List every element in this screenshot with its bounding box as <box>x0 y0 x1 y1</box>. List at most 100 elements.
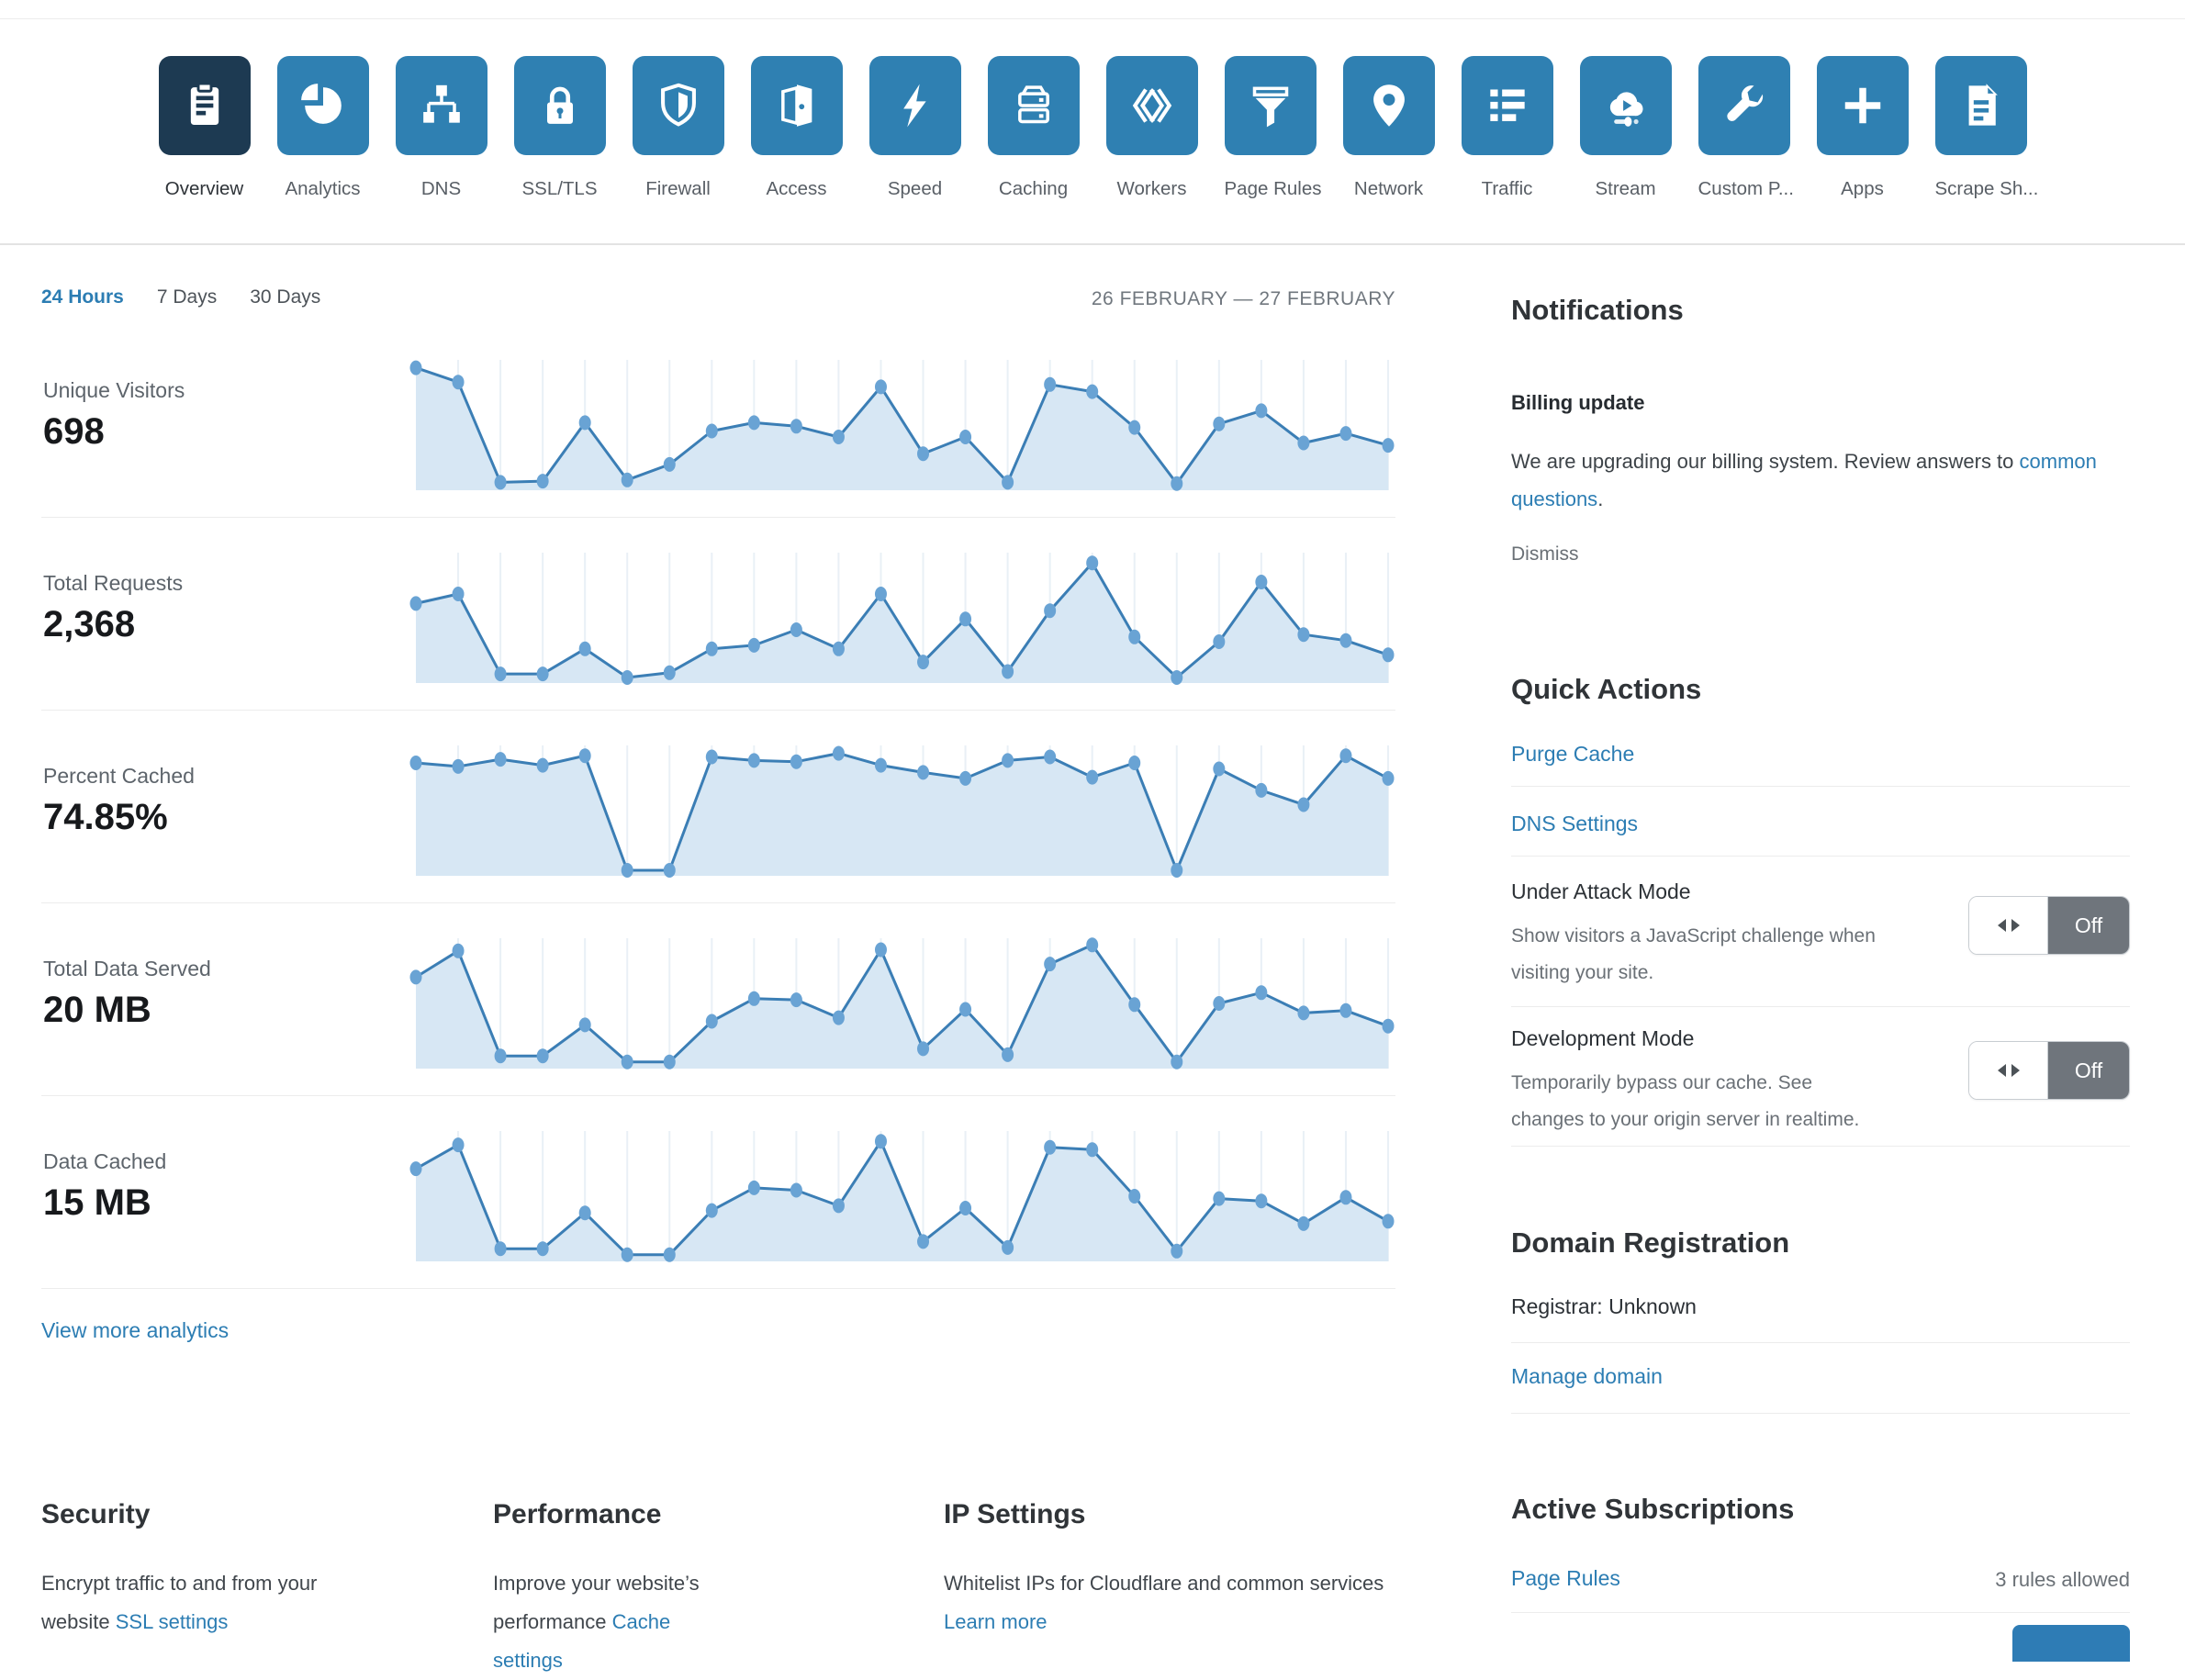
nav-item-label: DNS <box>420 178 462 199</box>
nav-item-overview[interactable]: Overview <box>158 56 251 200</box>
row-divider <box>41 1288 1395 1289</box>
metric-label: Data Cached <box>43 1149 167 1173</box>
lightning-icon <box>868 56 961 155</box>
metric-row-unique-visitors: Unique Visitors 698 <box>41 360 1395 553</box>
metric-value: 698 <box>43 411 105 452</box>
nav-item-access[interactable]: Access <box>750 56 843 200</box>
toggle-state-label: Off <box>2048 1042 2129 1099</box>
row-divider <box>41 1095 1395 1096</box>
nav-item-ssl-tls[interactable]: SSL/TLS <box>513 56 606 200</box>
metric-row-total-data-served: Total Data Served 20 MB <box>41 937 1395 1131</box>
shield-icon <box>632 56 724 155</box>
metric-label: Total Data Served <box>43 957 211 980</box>
arrow-left-icon <box>1997 919 2006 932</box>
time-filters: 24 Hours 7 Days 30 Days <box>41 286 320 308</box>
rules-allowed-label: 3 rules allowed <box>1995 1568 2130 1591</box>
under-attack-mode-toggle[interactable]: Off <box>1968 896 2130 955</box>
domain-registration-heading: Domain Registration <box>1511 1226 1790 1259</box>
nav-item-label: Caching <box>998 178 1069 199</box>
plus-icon <box>1816 56 1909 155</box>
nav-item-apps[interactable]: Apps <box>1816 56 1909 200</box>
nav-item-network[interactable]: Network <box>1342 56 1435 200</box>
dns-settings-link[interactable]: DNS Settings <box>1511 812 1639 835</box>
door-icon <box>750 56 843 155</box>
unique-visitors-chart <box>409 360 1395 491</box>
metric-label: Total Requests <box>43 571 184 595</box>
nav-item-page-rules[interactable]: Page Rules <box>1224 56 1322 200</box>
toggle-knob[interactable] <box>1969 1042 2048 1099</box>
nav-item-caching[interactable]: Caching <box>987 56 1080 200</box>
filter-7-days[interactable]: 7 Days <box>156 286 218 308</box>
nav-item-scrape-sh[interactable]: Scrape Sh... <box>1934 56 2038 200</box>
manage-domain-link[interactable]: Manage domain <box>1511 1364 1663 1388</box>
nav-item-speed[interactable]: Speed <box>868 56 961 200</box>
notification-body: We are upgrading our billing system. Rev… <box>1511 442 2119 518</box>
arrow-right-icon <box>2011 919 2020 932</box>
under-attack-mode-title: Under Attack Mode <box>1511 879 1691 903</box>
total-requests-chart <box>409 553 1395 685</box>
arrow-left-icon <box>1997 1064 2006 1077</box>
nav-item-custom-p[interactable]: Custom P... <box>1698 56 1794 200</box>
page-rules-link[interactable]: Page Rules <box>1511 1566 1620 1590</box>
purge-cache-link[interactable]: Purge Cache <box>1511 742 1635 766</box>
view-more-analytics-link[interactable]: View more analytics <box>41 1318 230 1342</box>
section-ip-settings: IP Settings Whitelist IPs for Cloudflare… <box>944 1499 1403 1641</box>
nav-item-label: Speed <box>887 178 943 199</box>
ssl-settings-link[interactable]: SSL settings <box>115 1610 229 1633</box>
dismiss-button[interactable]: Dismiss <box>1511 543 1579 565</box>
nav-item-label: Network <box>1353 178 1424 199</box>
common-questions-link[interactable]: common questions <box>1511 450 2097 510</box>
notification-text: We are upgrading our billing system. Rev… <box>1511 450 2020 473</box>
wrench-icon <box>1698 56 1790 155</box>
development-mode-toggle[interactable]: Off <box>1968 1041 2130 1100</box>
nav-item-label: Overview <box>164 178 244 199</box>
dns-tree-icon <box>395 56 487 155</box>
analytics-charts: Unique Visitors 698 Total Requests 2,368… <box>41 360 1395 1324</box>
sidebar: Notifications Billing update We are upgr… <box>1511 0 2130 1662</box>
toggle-knob[interactable] <box>1969 897 2048 954</box>
funnel-icon <box>1224 56 1317 155</box>
stream-cloud-icon <box>1579 56 1672 155</box>
nav-item-label: Apps <box>1841 178 1884 199</box>
nav-item-stream[interactable]: Stream <box>1579 56 1672 200</box>
nav-item-dns[interactable]: DNS <box>395 56 487 200</box>
registrar-label: Registrar: Unknown <box>1511 1294 1697 1318</box>
section-heading: Security <box>41 1499 151 1529</box>
section-text: Whitelist IPs for Cloudflare and common … <box>944 1572 1384 1595</box>
total-data-served-chart <box>409 937 1395 1070</box>
arrow-right-icon <box>2011 1064 2020 1077</box>
nav-item-analytics[interactable]: Analytics <box>276 56 369 200</box>
section-performance: Performance Improve your website’s perfo… <box>493 1499 741 1680</box>
filter-24-hours[interactable]: 24 Hours <box>41 286 124 308</box>
under-attack-mode-description: Show visitors a JavaScript challenge whe… <box>1511 925 1876 983</box>
subscription-action-button[interactable] <box>2012 1625 2130 1662</box>
date-range-label: 26 FEBRUARY — 27 FEBRUARY <box>1091 288 1395 309</box>
filter-30-days[interactable]: 30 Days <box>250 286 321 308</box>
section-security: Security Encrypt traffic to and from you… <box>41 1499 363 1641</box>
nav-item-firewall[interactable]: Firewall <box>632 56 724 200</box>
nav-item-traffic[interactable]: Traffic <box>1461 56 1553 200</box>
divider <box>1511 1612 2130 1613</box>
list-icon <box>1461 56 1553 155</box>
section-heading: IP Settings <box>944 1499 1086 1529</box>
app-nav: Overview Analytics DNS SSL/TLS Firewall Acces… <box>0 19 2185 245</box>
quick-actions-heading: Quick Actions <box>1511 673 1702 705</box>
lock-icon <box>513 56 606 155</box>
nav-item-label: Firewall <box>645 178 711 199</box>
notification-title: Billing update <box>1511 391 1645 414</box>
document-icon <box>1934 56 2027 155</box>
metric-label: Unique Visitors <box>43 378 185 402</box>
metric-row-data-cached: Data Cached 15 MB <box>41 1131 1395 1324</box>
nav-item-label: Workers <box>1116 178 1187 199</box>
toggle-state-label: Off <box>2048 897 2129 954</box>
metric-value: 15 MB <box>43 1182 151 1223</box>
active-subscriptions-heading: Active Subscriptions <box>1511 1493 1795 1525</box>
nav-item-label: Page Rules <box>1224 178 1322 199</box>
development-mode-description: Temporarily bypass our cache. See change… <box>1511 1072 1860 1130</box>
learn-more-link[interactable]: Learn more <box>944 1610 1048 1633</box>
clipboard-icon <box>158 56 251 155</box>
nav-item-workers[interactable]: Workers <box>1105 56 1198 200</box>
row-divider <box>41 710 1395 711</box>
nav-item-label: Stream <box>1595 178 1656 199</box>
nav-item-label: SSL/TLS <box>521 178 598 199</box>
